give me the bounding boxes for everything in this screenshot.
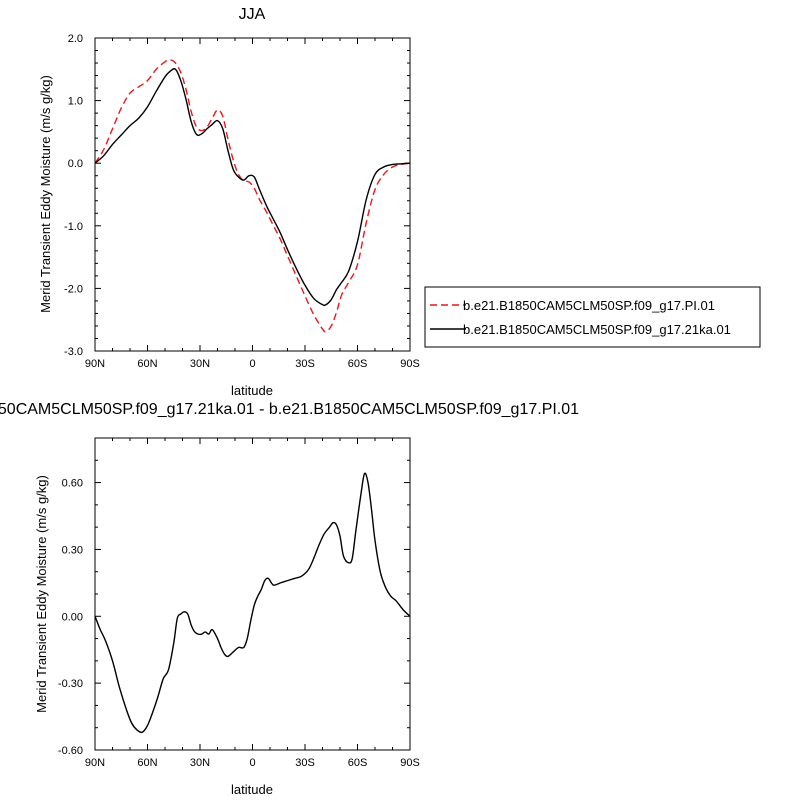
bottom-y-tick-label: 0.30 bbox=[62, 544, 83, 556]
top-x-tick-label: 0 bbox=[249, 358, 255, 370]
bottom-x-tick-label: 90N bbox=[85, 757, 105, 769]
bottom-y-tick-label: 0.60 bbox=[62, 478, 83, 490]
top-panel: JJA 90N 60N 30N 0 30S 60S 90S 2.0 1.0 0.0 -1.0 -2.0… bbox=[38, 6, 761, 398]
bottom-y-tick-label: 0.00 bbox=[62, 611, 83, 623]
top-x-tick-label: 90N bbox=[85, 358, 105, 370]
bottom-x-tick-label: 30N bbox=[190, 757, 210, 769]
top-y-tick-label: -1.0 bbox=[64, 221, 83, 233]
bottom-x-tick-label: 60N bbox=[137, 757, 157, 769]
top-y-axis-label: Merid Transient Eddy Moisture (m/s g/kg) bbox=[38, 75, 53, 313]
top-x-tick-label: 60S bbox=[348, 358, 368, 370]
bottom-y-axis-label: Merid Transient Eddy Moisture (m/s g/kg) bbox=[34, 475, 49, 713]
top-series-line-2 bbox=[94, 68, 411, 307]
top-x-tick-label: 60N bbox=[137, 358, 157, 370]
top-y-tick-label: 2.0 bbox=[68, 33, 83, 45]
top-x-tick-label: 30S bbox=[295, 358, 315, 370]
top-x-tick-label: 30N bbox=[190, 358, 210, 370]
top-y-tick-label: 1.0 bbox=[68, 96, 83, 108]
bottom-y-tick-label: -0.60 bbox=[58, 745, 83, 757]
bottom-plot-area: 90N 60N 30N 0 30S 60S 90S 0.60 0.30 0.00 -0.30 -0.6… bbox=[58, 437, 420, 769]
top-series-line-1 bbox=[94, 59, 411, 333]
top-x-tick-label: 90S bbox=[400, 358, 420, 370]
top-x-axis-label: latitude bbox=[231, 383, 273, 398]
top-y-tick-label: -2.0 bbox=[64, 283, 83, 295]
bottom-x-tick-label: 0 bbox=[249, 757, 255, 769]
bottom-x-tick-label: 30S bbox=[295, 757, 315, 769]
bottom-x-tick-label: 90S bbox=[400, 757, 420, 769]
top-y-tick-label: -3.0 bbox=[64, 346, 83, 358]
legend-label-2: b.e21.B1850CAM5CLM50SP.f09_g17.21ka.01 bbox=[463, 322, 731, 337]
top-legend: b.e21.B1850CAM5CLM50SP.f09_g17.PI.01 b.e2… bbox=[424, 286, 761, 348]
top-y-tick-label: 0.0 bbox=[68, 158, 83, 170]
top-plot-area: 90N 60N 30N 0 30S 60S 90S 2.0 1.0 0.0 -1.0 -2.0 -3.0 bbox=[64, 33, 420, 370]
bottom-x-tick-label: 60S bbox=[348, 757, 368, 769]
legend-label-1: b.e21.B1850CAM5CLM50SP.f09_g17.PI.01 bbox=[463, 298, 715, 313]
bottom-y-tick-label: -0.30 bbox=[58, 678, 83, 690]
bottom-series-line-1 bbox=[94, 472, 411, 734]
bottom-panel: b.e21.B1850CAM5CLM50SP.f09_g17.21ka.01 -… bbox=[0, 401, 579, 797]
bottom-chart-title: b.e21.B1850CAM5CLM50SP.f09_g17.21ka.01 -… bbox=[0, 401, 579, 418]
bottom-x-axis-label: latitude bbox=[231, 782, 273, 797]
legend-box bbox=[424, 286, 761, 348]
top-chart-title: JJA bbox=[239, 6, 266, 23]
